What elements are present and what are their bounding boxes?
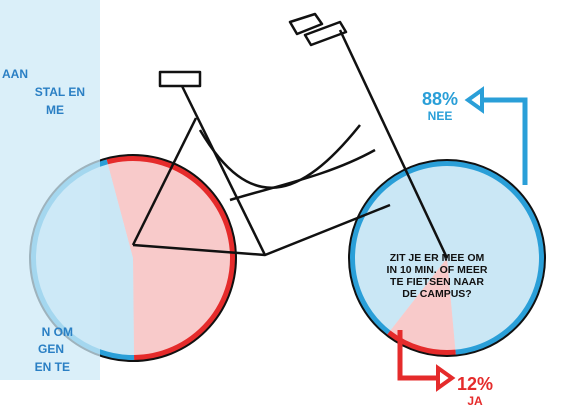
- fork: [338, 29, 449, 259]
- wheel-rim: [106, 155, 236, 361]
- nee-arrow: [478, 97, 528, 185]
- top-tube: [198, 124, 361, 189]
- category-label: NEE: [428, 109, 453, 123]
- pie-slice: [107, 158, 233, 358]
- question-line: ZIT JE ER MEE OM: [390, 252, 485, 264]
- category-label: JA: [467, 394, 483, 408]
- tire: [348, 159, 546, 357]
- wheel-rim: [386, 330, 456, 356]
- panel-line: STAL EN: [35, 85, 85, 99]
- down-tube: [229, 148, 376, 202]
- saddle: [158, 70, 202, 88]
- value-label: 12%: [457, 374, 493, 394]
- chain-stay: [132, 203, 391, 257]
- panel-line: ME: [46, 103, 64, 117]
- seat-stay: [131, 117, 198, 246]
- nee-arrow-head: [464, 86, 484, 114]
- side-panel: [0, 0, 100, 380]
- pie-slice: [388, 258, 456, 353]
- question-line: DE CAMPUS?: [402, 288, 471, 300]
- handle-left: [288, 12, 324, 36]
- ja-arrow: [397, 330, 440, 381]
- panel-line: N OM: [42, 325, 73, 339]
- panel-line: EN TE: [35, 360, 70, 374]
- question-line: TE FIETSEN NAAR: [390, 276, 484, 288]
- panel-line: GEN: [38, 342, 64, 356]
- question-line: IN 10 MIN. OF MEER: [387, 264, 488, 276]
- ja-arrow-head: [436, 364, 456, 392]
- bicycle-frame: [131, 12, 449, 259]
- seat-tube: [180, 85, 267, 256]
- wheel-rim: [349, 160, 545, 356]
- panel-line: AAN: [2, 67, 28, 81]
- value-label: 88%: [422, 89, 458, 109]
- handle-right: [303, 20, 348, 47]
